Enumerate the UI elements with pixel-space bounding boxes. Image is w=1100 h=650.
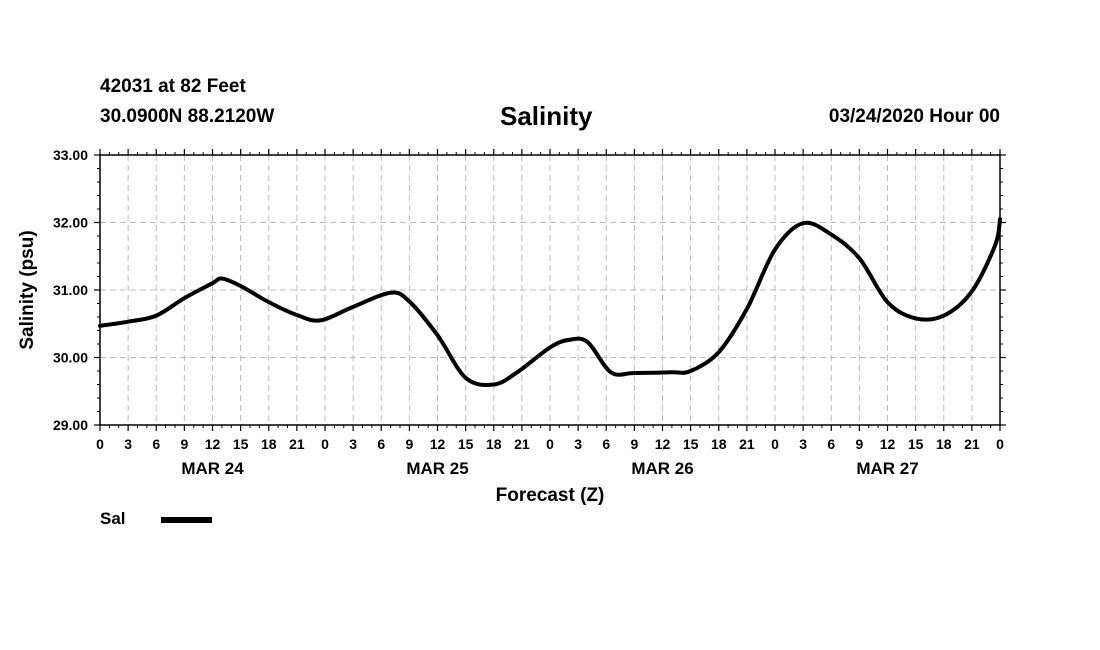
grid: [100, 155, 1000, 425]
x-tick-label: 9: [180, 436, 188, 452]
x-tick-label: 6: [152, 436, 160, 452]
day-label: MAR 25: [406, 459, 468, 478]
x-tick-label: 6: [602, 436, 610, 452]
y-axis-title: Salinity (psu): [17, 230, 38, 349]
x-tick-label: 3: [799, 436, 807, 452]
x-tick-label: 0: [771, 436, 779, 452]
y-tick-label: 29.00: [53, 417, 88, 433]
day-label: MAR 26: [631, 459, 693, 478]
x-tick-label: 21: [739, 436, 755, 452]
x-tick-label: 21: [289, 436, 305, 452]
x-tick-label: 0: [321, 436, 329, 452]
y-tick-label: 31.00: [53, 282, 88, 298]
x-tick-label: 0: [546, 436, 554, 452]
x-tick-label: 18: [261, 436, 277, 452]
x-tick-label: 18: [486, 436, 502, 452]
day-label: MAR 24: [181, 459, 244, 478]
x-tick-label: 21: [514, 436, 530, 452]
x-tick-label: 21: [964, 436, 980, 452]
x-tick-label: 0: [96, 436, 104, 452]
station-label: 42031 at 82 Feet: [100, 76, 246, 97]
x-axis-title: Forecast (Z): [496, 485, 605, 506]
x-tick-label: 3: [349, 436, 357, 452]
x-tick-label: 18: [711, 436, 727, 452]
x-tick-label: 6: [377, 436, 385, 452]
x-tick-label: 18: [936, 436, 952, 452]
x-tick-label: 0: [996, 436, 1004, 452]
chart-title: Salinity: [500, 101, 593, 131]
coordinates-label: 30.0900N 88.2120W: [100, 106, 275, 127]
legend-swatch: [161, 517, 212, 523]
legend-label: Sal: [100, 509, 126, 528]
y-tick-label: 30.00: [53, 350, 88, 366]
x-tick-label: 12: [430, 436, 446, 452]
x-tick-label: 9: [630, 436, 638, 452]
x-tick-label: 12: [655, 436, 671, 452]
x-tick-label: 15: [908, 436, 924, 452]
y-tick-label: 32.00: [53, 215, 88, 231]
x-tick-label: 15: [233, 436, 249, 452]
x-tick-label: 15: [683, 436, 699, 452]
x-tick-label: 15: [458, 436, 474, 452]
axis-labels: 29.00 30.00 31.00 32.00 33.00 0 3 6 9 12 15 18 21 0 3 6…: [53, 147, 1004, 478]
x-tick-label: 6: [827, 436, 835, 452]
series-line-sal: [98, 217, 1002, 387]
x-tick-label: 9: [405, 436, 413, 452]
x-tick-label: 3: [574, 436, 582, 452]
x-tick-label: 9: [855, 436, 863, 452]
x-tick-label: 3: [124, 436, 132, 452]
x-tick-label: 12: [880, 436, 896, 452]
x-tick-label: 12: [205, 436, 221, 452]
y-tick-label: 33.00: [53, 147, 88, 163]
day-label: MAR 27: [856, 459, 918, 478]
forecast-date-label: 03/24/2020 Hour 00: [828, 106, 1000, 127]
